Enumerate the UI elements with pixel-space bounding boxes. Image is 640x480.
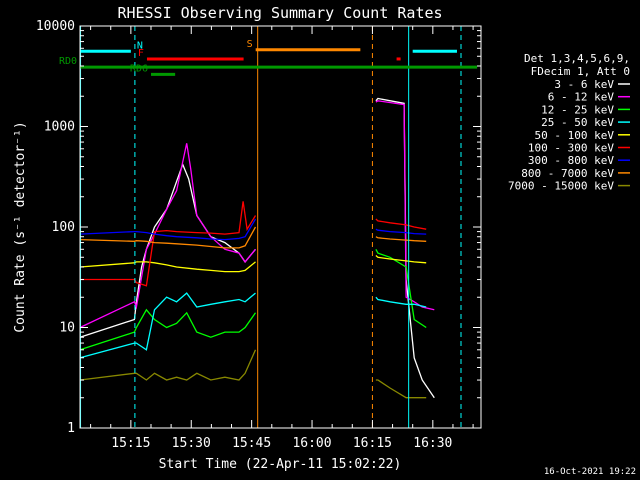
legend-entry-label: 7000 - 15000 keV [508, 180, 614, 193]
flag-bar-label: F [138, 48, 144, 59]
series-line [375, 100, 435, 311]
flag-bar-label: S [247, 39, 253, 50]
series-line [375, 228, 427, 235]
series-lines [79, 97, 435, 399]
series-line [79, 292, 256, 359]
y-tick-label: 1 [67, 421, 75, 436]
flag-bar-label: RD0 [59, 56, 77, 67]
y-tick-label: 10000 [36, 19, 75, 34]
series-line [79, 349, 257, 381]
series-line [79, 261, 256, 273]
legend-header: FDecim 1, Att 0 [531, 65, 630, 78]
flag-bars: NF S RD0 RD6 [59, 39, 478, 76]
y-tick-label: 1000 [44, 120, 75, 135]
legend-entry-label: 3 - 6 keV [554, 78, 614, 91]
y-tick-label: 100 [52, 220, 75, 235]
x-tick-label: 16:00 [292, 436, 331, 451]
y-tick-label: 10 [59, 321, 75, 336]
series-line [375, 296, 427, 308]
legend: Det 1,3,4,5,6,9,FDecim 1, Att 03 - 6 keV… [508, 52, 630, 193]
series-line [80, 201, 257, 287]
legend-entry-label: 300 - 800 keV [528, 154, 614, 167]
x-tick-label: 16:15 [353, 436, 392, 451]
series-line [375, 255, 427, 264]
series-line [375, 236, 427, 242]
x-tick-label: 15:15 [111, 436, 150, 451]
series-line [375, 218, 427, 230]
flag-bar-label: N [137, 40, 143, 51]
legend-entry-label: 25 - 50 keV [541, 116, 614, 129]
chart-title: RHESSI Observing Summary Count Rates [117, 4, 442, 22]
series-line [79, 218, 257, 241]
series-line [79, 308, 257, 351]
series-line [79, 226, 257, 249]
legend-entry-label: 6 - 12 keV [548, 91, 615, 104]
x-tick-label: 15:45 [232, 436, 271, 451]
series-line [375, 379, 427, 399]
x-axis-label: Start Time (22-Apr-11 15:02:22) [159, 457, 402, 472]
axes: 1 10 100 1000 10000 15:15 15:30 15:45 16:00 16:15… [36, 19, 482, 451]
y-axis-label: Count Rate (s⁻¹ detector⁻¹) [13, 121, 28, 332]
x-tick-label: 15:30 [172, 436, 211, 451]
series-line [79, 143, 257, 329]
legend-entry-label: 12 - 25 keV [541, 103, 614, 116]
series-line [375, 248, 427, 329]
legend-entry-label: 800 - 7000 keV [521, 167, 614, 180]
legend-header: Det 1,3,4,5,6,9, [524, 52, 630, 65]
x-tick-label: 16:30 [413, 436, 452, 451]
footer-timestamp: 16-Oct-2021 19:22 [544, 467, 636, 477]
flag-bar-label: RD6 [130, 63, 148, 74]
legend-entry-label: 50 - 100 keV [535, 129, 615, 142]
legend-entry-label: 100 - 300 keV [528, 142, 614, 155]
